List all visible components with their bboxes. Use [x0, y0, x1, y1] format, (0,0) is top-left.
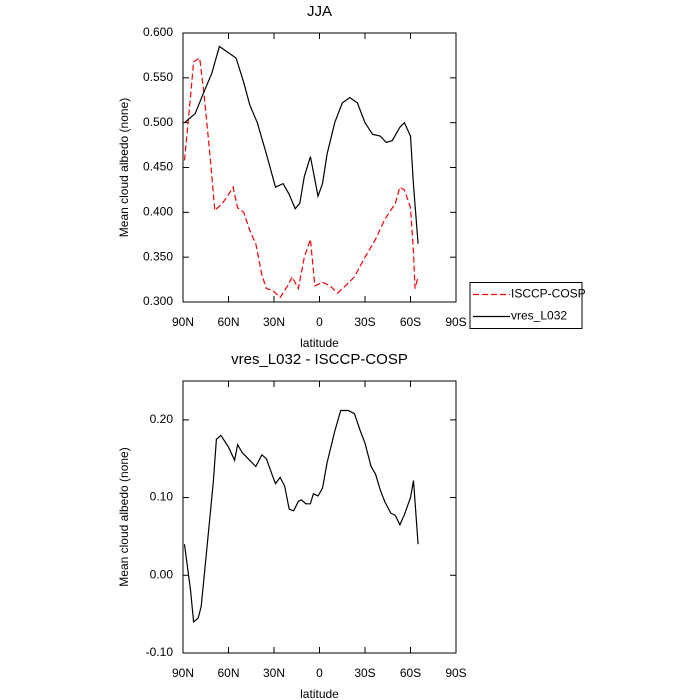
x-tick-label: 0 — [316, 666, 323, 680]
y-tick-label: 0.350 — [143, 249, 173, 263]
x-tick-label: 30N — [263, 666, 285, 680]
x-axis-label: latitude — [300, 336, 339, 350]
data-line — [184, 45, 419, 244]
y-tick-label: 0.500 — [143, 115, 173, 129]
x-tick-label: 60S — [400, 666, 421, 680]
plot-frame — [182, 32, 457, 303]
y-tick-label: 0.20 — [150, 412, 174, 426]
y-tick-label: 0.00 — [150, 567, 174, 581]
y-tick-label: 0.450 — [143, 160, 173, 174]
x-tick-label: 60S — [400, 315, 421, 329]
y-tick-label: 0.400 — [143, 205, 173, 219]
x-tick-label: 30S — [354, 666, 375, 680]
x-tick-label: 0 — [316, 315, 323, 329]
x-tick-label: 60N — [217, 315, 239, 329]
legend-box — [469, 282, 583, 329]
legend-label: ISCCP-COSP — [511, 287, 586, 301]
data-line — [183, 409, 419, 624]
y-tick-label: 0.300 — [143, 294, 173, 308]
x-tick-label: 90N — [172, 666, 194, 680]
legend-label: vres_L032 — [511, 309, 567, 323]
x-tick-label: 90N — [172, 315, 194, 329]
x-tick-label: 60N — [217, 666, 239, 680]
y-axis-label: Mean cloud albedo (none) — [117, 98, 131, 237]
data-line — [183, 57, 419, 299]
x-axis-label: latitude — [300, 687, 339, 700]
x-tick-label: 30N — [263, 315, 285, 329]
y-tick-label: -0.10 — [146, 645, 174, 659]
x-tick-label: 90S — [445, 315, 466, 329]
x-tick-label: 30S — [354, 315, 375, 329]
chart-title: vres_L032 - ISCCP-COSP — [231, 351, 408, 368]
y-axis-label: Mean cloud albedo (none) — [117, 447, 131, 586]
x-tick-label: 90S — [445, 666, 466, 680]
y-tick-label: 0.550 — [143, 70, 173, 84]
y-tick-label: 0.10 — [150, 490, 174, 504]
chart-title: JJA — [307, 3, 332, 20]
y-tick-label: 0.600 — [143, 25, 173, 39]
plot-frame — [182, 380, 457, 654]
